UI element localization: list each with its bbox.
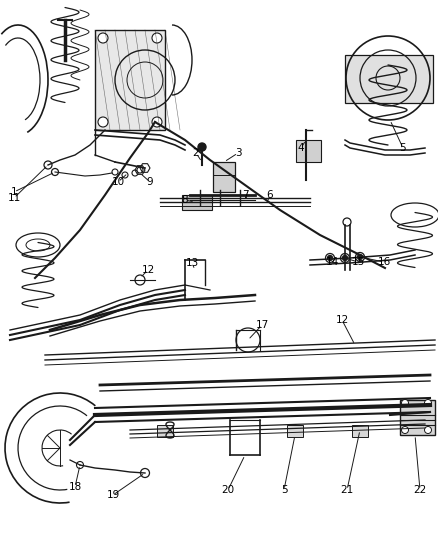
Circle shape <box>137 167 143 173</box>
Circle shape <box>340 254 350 262</box>
Circle shape <box>402 426 409 433</box>
Bar <box>182 195 212 210</box>
Circle shape <box>343 255 347 261</box>
Circle shape <box>98 117 108 127</box>
Text: 22: 22 <box>413 485 427 495</box>
Circle shape <box>328 255 332 261</box>
Circle shape <box>402 400 409 407</box>
Bar <box>296 140 321 162</box>
Circle shape <box>424 426 431 433</box>
Circle shape <box>135 275 145 285</box>
Circle shape <box>122 172 128 178</box>
Circle shape <box>132 170 138 176</box>
Text: 11: 11 <box>7 193 21 203</box>
Text: 15: 15 <box>351 257 364 267</box>
Text: 17: 17 <box>255 320 268 330</box>
Text: 16: 16 <box>378 257 391 267</box>
Circle shape <box>356 253 364 262</box>
Circle shape <box>325 254 335 262</box>
Bar <box>400 400 435 435</box>
Text: 3: 3 <box>235 148 241 158</box>
Circle shape <box>44 161 52 169</box>
Text: 21: 21 <box>340 485 353 495</box>
Circle shape <box>152 33 162 43</box>
Text: 20: 20 <box>222 485 235 495</box>
Text: 12: 12 <box>336 315 349 325</box>
Text: 4: 4 <box>298 143 304 153</box>
Text: 1: 1 <box>11 187 18 197</box>
Bar <box>287 425 303 437</box>
Bar <box>95 30 165 130</box>
Text: 14: 14 <box>325 257 339 267</box>
Text: 5: 5 <box>400 143 406 153</box>
Bar <box>345 55 433 103</box>
Circle shape <box>357 254 363 260</box>
Bar <box>213 162 235 192</box>
Circle shape <box>424 400 431 407</box>
Circle shape <box>152 117 162 127</box>
Text: 12: 12 <box>141 265 155 275</box>
Text: 8: 8 <box>182 195 188 205</box>
Bar <box>157 425 173 437</box>
Text: 6: 6 <box>267 190 273 200</box>
Circle shape <box>198 143 206 151</box>
Circle shape <box>343 218 351 226</box>
Circle shape <box>98 33 108 43</box>
Text: 10: 10 <box>111 177 124 187</box>
Text: 2: 2 <box>193 148 199 158</box>
Text: 13: 13 <box>185 258 198 268</box>
Text: 19: 19 <box>106 490 120 500</box>
Circle shape <box>112 169 118 175</box>
Text: 5: 5 <box>281 485 287 495</box>
Text: 9: 9 <box>147 177 153 187</box>
Text: 18: 18 <box>68 482 81 492</box>
Bar <box>352 425 368 437</box>
Text: 7: 7 <box>242 190 248 200</box>
